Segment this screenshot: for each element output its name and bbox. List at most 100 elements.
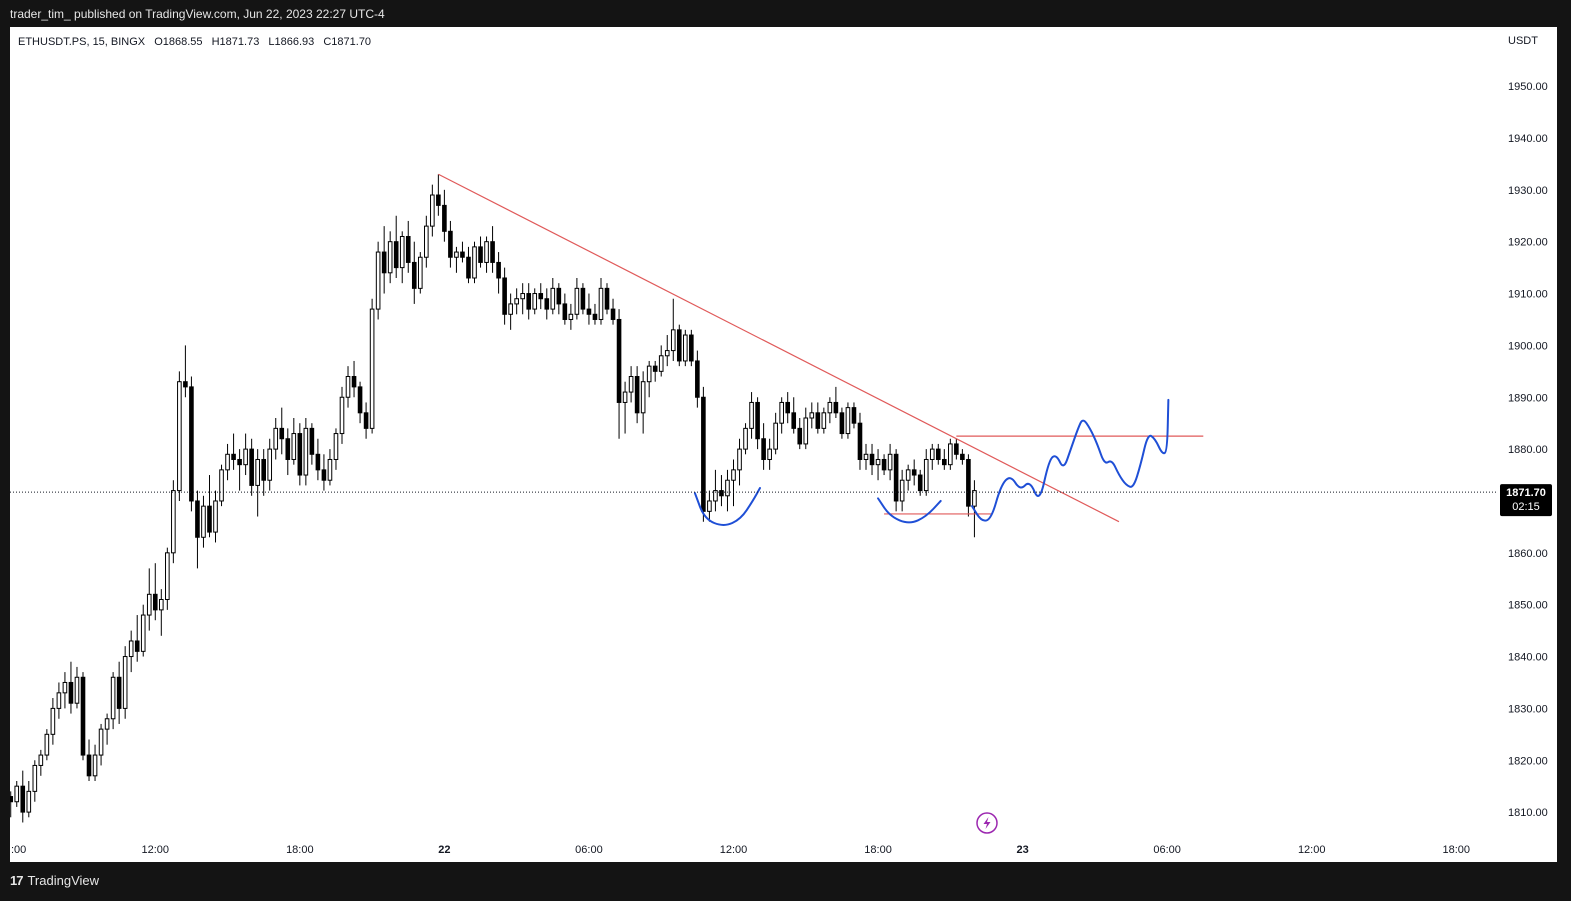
candle-body: [321, 469, 327, 481]
y-tick-label: 1860.00: [1508, 548, 1548, 560]
currency-label: USDT: [1508, 35, 1538, 47]
candle-body: [454, 251, 459, 258]
candle-body: [14, 785, 20, 803]
x-tick-label: :00: [11, 844, 26, 856]
right-rounded-bottom: [877, 497, 942, 524]
candle-body: [237, 458, 242, 466]
candle-body: [424, 225, 429, 258]
candle-body: [231, 453, 236, 460]
candle-body: [309, 427, 315, 455]
candle-body: [165, 552, 170, 600]
candle-body: [62, 681, 68, 694]
candle-body: [86, 754, 92, 777]
candle-body: [430, 194, 435, 227]
candle-body: [658, 355, 664, 372]
candle-body: [303, 427, 309, 476]
candle-body: [610, 308, 616, 320]
candle-body: [881, 458, 887, 471]
candle-body: [899, 479, 905, 502]
candle-body: [695, 360, 700, 398]
x-tick-label: 18:00: [864, 844, 892, 856]
candle-body: [960, 453, 965, 460]
tradingview-logo[interactable]: 17 TradingView: [10, 873, 99, 888]
candle-body: [177, 381, 182, 492]
candle-body: [821, 412, 827, 429]
chart-canvas[interactable]: 1810.00 1820.00 1830.00 1840.00 1850.00 1860.…: [10, 27, 1557, 862]
event-marker-icon[interactable]: [976, 812, 998, 834]
candle-body: [496, 261, 501, 279]
candle-body: [478, 246, 483, 263]
y-tick-label: 1840.00: [1508, 652, 1548, 664]
candle-body: [74, 676, 80, 704]
candle-body: [568, 313, 574, 320]
candle-body: [345, 376, 351, 398]
candle-body: [562, 303, 568, 320]
x-tick-label: 12:00: [1298, 844, 1326, 856]
candle-body: [815, 412, 821, 429]
candle-body: [875, 458, 881, 466]
candle-body: [466, 256, 471, 279]
chart-area[interactable]: 1810.00 1820.00 1830.00 1840.00 1850.00 1860.…: [10, 27, 1557, 862]
y-tick-label: 1920.00: [1508, 237, 1548, 249]
candle-body: [502, 277, 507, 315]
candle-body: [279, 427, 285, 440]
candle-body: [791, 412, 797, 429]
candle-body: [273, 427, 279, 450]
legend-close: C1871.70: [323, 36, 371, 48]
candle-body: [484, 241, 489, 263]
candle-body: [243, 448, 248, 466]
candle-body: [339, 396, 345, 435]
candle-body: [869, 453, 875, 466]
candle-body: [797, 427, 803, 445]
candle-body: [966, 458, 971, 507]
candle-body: [731, 469, 736, 481]
candle-body: [550, 287, 556, 310]
candle-body: [954, 443, 959, 455]
candle-body: [640, 381, 646, 414]
candle-body: [490, 241, 495, 263]
candle-body: [520, 293, 525, 300]
candle-body: [32, 764, 38, 792]
candle-body: [110, 676, 116, 720]
candle-body: [122, 656, 128, 709]
candle-body: [128, 640, 134, 658]
candle-body: [893, 453, 899, 502]
price-tag-countdown: 02:15: [1512, 501, 1540, 513]
left-rounded-bottom: [693, 487, 761, 526]
legend-high: H1871.73: [212, 36, 260, 48]
candle-body: [839, 412, 845, 435]
candle-body: [80, 676, 86, 756]
candle-body: [207, 505, 212, 533]
candle-body: [213, 500, 218, 533]
candle-body: [20, 785, 26, 813]
candle-body: [436, 194, 441, 206]
candle-body: [948, 443, 953, 466]
candle-body: [628, 376, 634, 393]
tradingview-logo-icon: 17: [10, 873, 24, 888]
tradingview-brand-text: TradingView: [27, 873, 100, 888]
candle-body: [472, 246, 477, 279]
candle-body: [146, 593, 152, 616]
candle-body: [381, 251, 387, 274]
candle-body: [315, 453, 321, 471]
descending-trendline: [438, 173, 1120, 523]
candles: [10, 174, 977, 823]
x-tick-label: 23: [1016, 844, 1028, 856]
candle-body: [508, 303, 513, 315]
last-price-tag: 1871.70 02:15: [1500, 484, 1552, 517]
candle-body: [104, 718, 110, 730]
y-tick-label: 1850.00: [1508, 600, 1548, 612]
candle-body: [664, 350, 670, 357]
projected-path: [971, 398, 1170, 522]
candle-body: [387, 241, 393, 274]
candle-body: [255, 458, 260, 486]
candle-body: [327, 458, 333, 481]
x-tick-label: 18:00: [286, 844, 314, 856]
candle-body: [634, 376, 640, 414]
bottom-bar: 17 TradingView: [0, 862, 1571, 901]
candle-body: [526, 293, 532, 310]
candle-body: [719, 490, 724, 497]
y-tick-label: 1820.00: [1508, 755, 1548, 767]
candle-body: [941, 458, 947, 466]
y-tick-label: 1810.00: [1508, 807, 1548, 819]
